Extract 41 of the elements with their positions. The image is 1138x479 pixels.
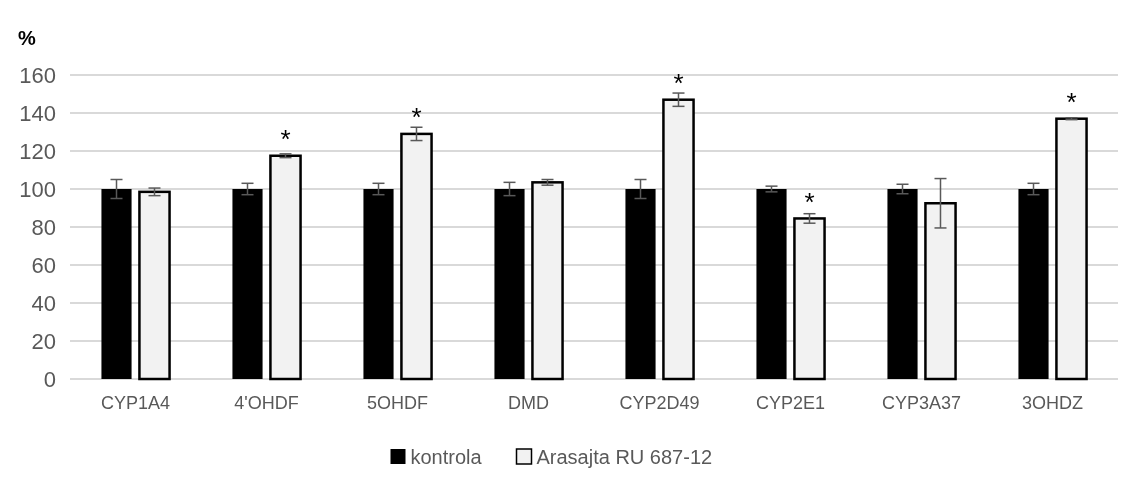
- x-tick-label: CYP2D49: [619, 393, 700, 413]
- annotation: *: [1066, 86, 1077, 117]
- annotation: *: [280, 123, 291, 154]
- x-tick-label: 4'OHDF: [234, 393, 299, 413]
- bar: [494, 189, 525, 379]
- x-tick-label: CYP2E1: [755, 393, 826, 413]
- bar: [756, 189, 787, 379]
- y-tick-label: 0: [43, 366, 56, 392]
- legend-label: Arasajta RU 687-12: [536, 446, 713, 468]
- legend-label: kontrola: [410, 446, 483, 468]
- y-tick-label: 60: [31, 252, 56, 278]
- bar: [793, 217, 826, 381]
- y-tick-label: 100: [19, 176, 56, 202]
- bar: [232, 189, 263, 379]
- bar: [531, 181, 564, 381]
- x-tick-label: 3OHDZ: [1021, 393, 1084, 413]
- bar: [138, 190, 171, 381]
- bar: [363, 189, 394, 379]
- bar: [1055, 117, 1088, 381]
- bar: [400, 132, 433, 381]
- x-tick-label: CYP3A37: [881, 393, 962, 413]
- x-tick-label: 5OHDF: [366, 393, 429, 413]
- x-tick-label: CYP1A4: [100, 393, 171, 413]
- annotation: *: [411, 102, 422, 133]
- y-tick-label: 160: [19, 62, 56, 88]
- y-tick-label: 40: [31, 290, 56, 316]
- y-axis-title: %: [18, 27, 36, 49]
- bar: [887, 189, 918, 379]
- y-tick-label: 120: [19, 138, 56, 164]
- bar: [101, 189, 132, 379]
- bar: [625, 189, 656, 379]
- bar: [1018, 189, 1049, 379]
- annotation: *: [673, 67, 684, 98]
- bar: [924, 202, 957, 381]
- bar: [269, 154, 302, 381]
- y-tick-label: 140: [19, 100, 56, 126]
- annotation: *: [804, 186, 815, 217]
- y-tick-label: 80: [31, 214, 56, 240]
- y-tick-label: 20: [31, 328, 56, 354]
- x-tick-label: DMD: [508, 393, 549, 413]
- bar: [662, 98, 695, 381]
